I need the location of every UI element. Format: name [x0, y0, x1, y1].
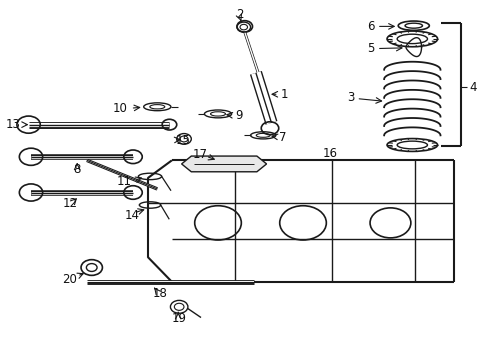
- Text: 20: 20: [62, 273, 77, 286]
- Text: 9: 9: [235, 109, 242, 122]
- Text: 3: 3: [346, 91, 354, 104]
- Text: 8: 8: [73, 163, 81, 176]
- Text: 12: 12: [62, 197, 77, 211]
- Text: 14: 14: [124, 208, 139, 221]
- Text: 16: 16: [322, 148, 337, 161]
- Text: 6: 6: [366, 20, 374, 33]
- Text: 13: 13: [5, 118, 20, 131]
- Text: 15: 15: [175, 134, 190, 147]
- Text: 7: 7: [278, 131, 285, 144]
- Text: 19: 19: [171, 312, 186, 325]
- Text: 4: 4: [468, 81, 476, 94]
- Polygon shape: [181, 156, 266, 172]
- Text: 5: 5: [367, 42, 374, 55]
- Text: 11: 11: [117, 175, 132, 188]
- Text: 18: 18: [152, 287, 167, 300]
- Text: 17: 17: [192, 148, 207, 161]
- Text: 2: 2: [236, 8, 243, 21]
- Text: 10: 10: [112, 102, 127, 115]
- Text: 1: 1: [281, 88, 288, 101]
